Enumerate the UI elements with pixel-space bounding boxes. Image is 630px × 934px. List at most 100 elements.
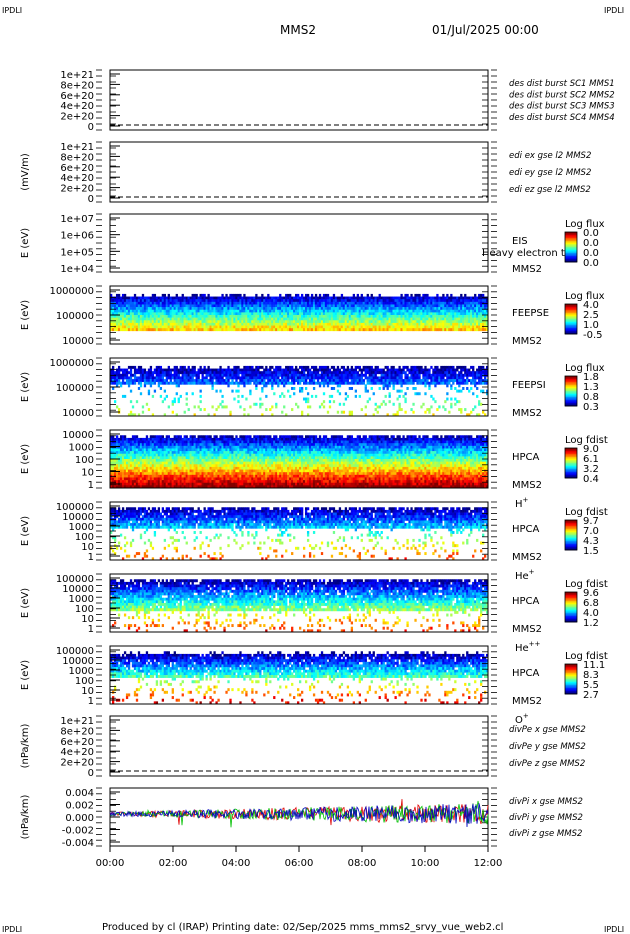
spectrogram-cell bbox=[416, 328, 419, 332]
spectrogram-cell bbox=[438, 307, 441, 311]
spectrogram-cell bbox=[145, 480, 149, 484]
spectrogram-cell bbox=[400, 371, 403, 375]
spectrogram-cell bbox=[368, 397, 371, 401]
spectrogram-cell bbox=[434, 365, 437, 369]
spectrogram-cell bbox=[295, 312, 298, 316]
spectrogram-cell bbox=[426, 296, 429, 300]
spectrogram-cell bbox=[167, 435, 170, 439]
spectrogram-cell bbox=[384, 317, 387, 321]
spectrogram-cell bbox=[187, 381, 190, 385]
spectrogram-cell bbox=[153, 371, 157, 375]
spectrogram-cell bbox=[199, 371, 202, 375]
spectrogram-cell bbox=[145, 296, 149, 300]
spectrogram-cell bbox=[466, 309, 469, 313]
spectrogram-cell bbox=[340, 307, 344, 311]
spectrogram-cell bbox=[147, 453, 151, 457]
spectrogram-cell bbox=[446, 304, 449, 308]
spectrogram-cell bbox=[127, 453, 131, 457]
spectrogram-cell bbox=[137, 477, 141, 481]
spectrogram-cell bbox=[484, 381, 487, 385]
spectrogram-cell bbox=[185, 299, 188, 303]
spectrogram-cell bbox=[115, 296, 119, 300]
spectrogram-cell bbox=[179, 379, 182, 383]
spectrogram-cell bbox=[141, 376, 145, 380]
spectrogram-cell bbox=[129, 320, 133, 324]
spectrogram-cell bbox=[111, 296, 115, 300]
spectrogram-cell bbox=[297, 315, 300, 318]
spectrogram-cell bbox=[213, 373, 216, 377]
spectrogram-cell bbox=[474, 371, 477, 375]
spectrogram-cell bbox=[145, 445, 149, 449]
spectrogram-cell bbox=[408, 307, 411, 311]
spectrogram-cell bbox=[269, 325, 272, 329]
spectrogram-cell bbox=[474, 307, 477, 311]
spectrogram-cell bbox=[446, 322, 449, 326]
spectrogram-cell bbox=[273, 322, 276, 326]
spectrogram-cell bbox=[352, 381, 356, 385]
spectrogram-cell bbox=[199, 301, 202, 305]
spectrogram-cell bbox=[151, 379, 155, 383]
spectrogram-cell bbox=[484, 371, 487, 375]
spectrogram-cell bbox=[338, 307, 342, 311]
spectrogram-cell bbox=[221, 368, 224, 372]
spectrogram-cell bbox=[406, 368, 409, 372]
spectrogram-cell bbox=[422, 293, 425, 297]
spectrogram-cell bbox=[456, 315, 459, 318]
spectrogram-cell bbox=[163, 373, 167, 377]
spectrogram-cell bbox=[153, 309, 157, 313]
spectrogram-cell bbox=[354, 301, 357, 305]
spectrogram-cell bbox=[135, 437, 139, 441]
spectrogram-cell bbox=[155, 328, 159, 332]
spectrogram-cell bbox=[261, 376, 264, 380]
spectrogram-cell bbox=[350, 315, 354, 318]
spectrogram-cell bbox=[342, 301, 346, 305]
spectrogram-cell bbox=[133, 453, 137, 457]
spectrogram-cell bbox=[382, 296, 385, 300]
spectrogram-cell bbox=[372, 312, 375, 316]
colorbar-segment bbox=[565, 235, 577, 237]
spectrogram-cell bbox=[412, 365, 415, 369]
spectrogram-cell bbox=[424, 368, 427, 372]
spectrogram-cell bbox=[219, 373, 222, 377]
spectrogram-cell bbox=[434, 307, 437, 311]
spectrogram-cell bbox=[241, 307, 244, 311]
spectrogram-cell bbox=[352, 322, 356, 326]
spectrogram-cell bbox=[295, 315, 298, 318]
spectrogram-cell bbox=[394, 371, 397, 375]
spectrogram-cell bbox=[163, 301, 167, 305]
spectrogram-cell bbox=[253, 307, 256, 311]
spectrogram-cell bbox=[271, 301, 274, 305]
spectrogram-cell bbox=[370, 293, 373, 297]
spectrogram-cell bbox=[424, 379, 427, 383]
spectrogram-cell bbox=[119, 320, 123, 324]
spectrogram-cell bbox=[422, 381, 425, 385]
spectrogram-cell bbox=[326, 365, 330, 369]
spectrogram-cell bbox=[249, 322, 252, 326]
spectrogram-cell bbox=[113, 309, 117, 313]
colorbar-segment bbox=[565, 310, 577, 312]
colorbar-frame bbox=[564, 375, 578, 407]
spectrogram-cell bbox=[123, 301, 127, 305]
spectrogram-cell bbox=[336, 325, 340, 329]
spectrogram-cell bbox=[235, 389, 238, 393]
spectrogram-cell bbox=[328, 304, 332, 308]
spectrogram-cell bbox=[370, 307, 373, 311]
spectrogram-cell bbox=[257, 376, 260, 380]
spectrogram-cell bbox=[440, 365, 443, 369]
spectrogram-cell bbox=[390, 317, 393, 321]
spectrogram-cell bbox=[203, 368, 206, 372]
spectrogram-cell bbox=[137, 485, 141, 489]
spectrogram-cell bbox=[299, 328, 302, 332]
spectrogram-cell bbox=[191, 312, 194, 316]
spectrogram-cell bbox=[239, 376, 242, 380]
spectrogram-cell bbox=[115, 368, 119, 372]
spectrogram-cell bbox=[468, 389, 471, 393]
spectrogram-cell bbox=[402, 381, 405, 385]
spectrogram-cell bbox=[121, 437, 125, 441]
spectrogram-cell bbox=[293, 387, 296, 390]
spectrogram-cell bbox=[117, 320, 121, 324]
spectrogram-cell bbox=[362, 312, 365, 316]
spectrogram-cell bbox=[121, 368, 125, 372]
spectrogram-cell bbox=[175, 384, 178, 388]
spectrogram-cell bbox=[147, 445, 151, 449]
